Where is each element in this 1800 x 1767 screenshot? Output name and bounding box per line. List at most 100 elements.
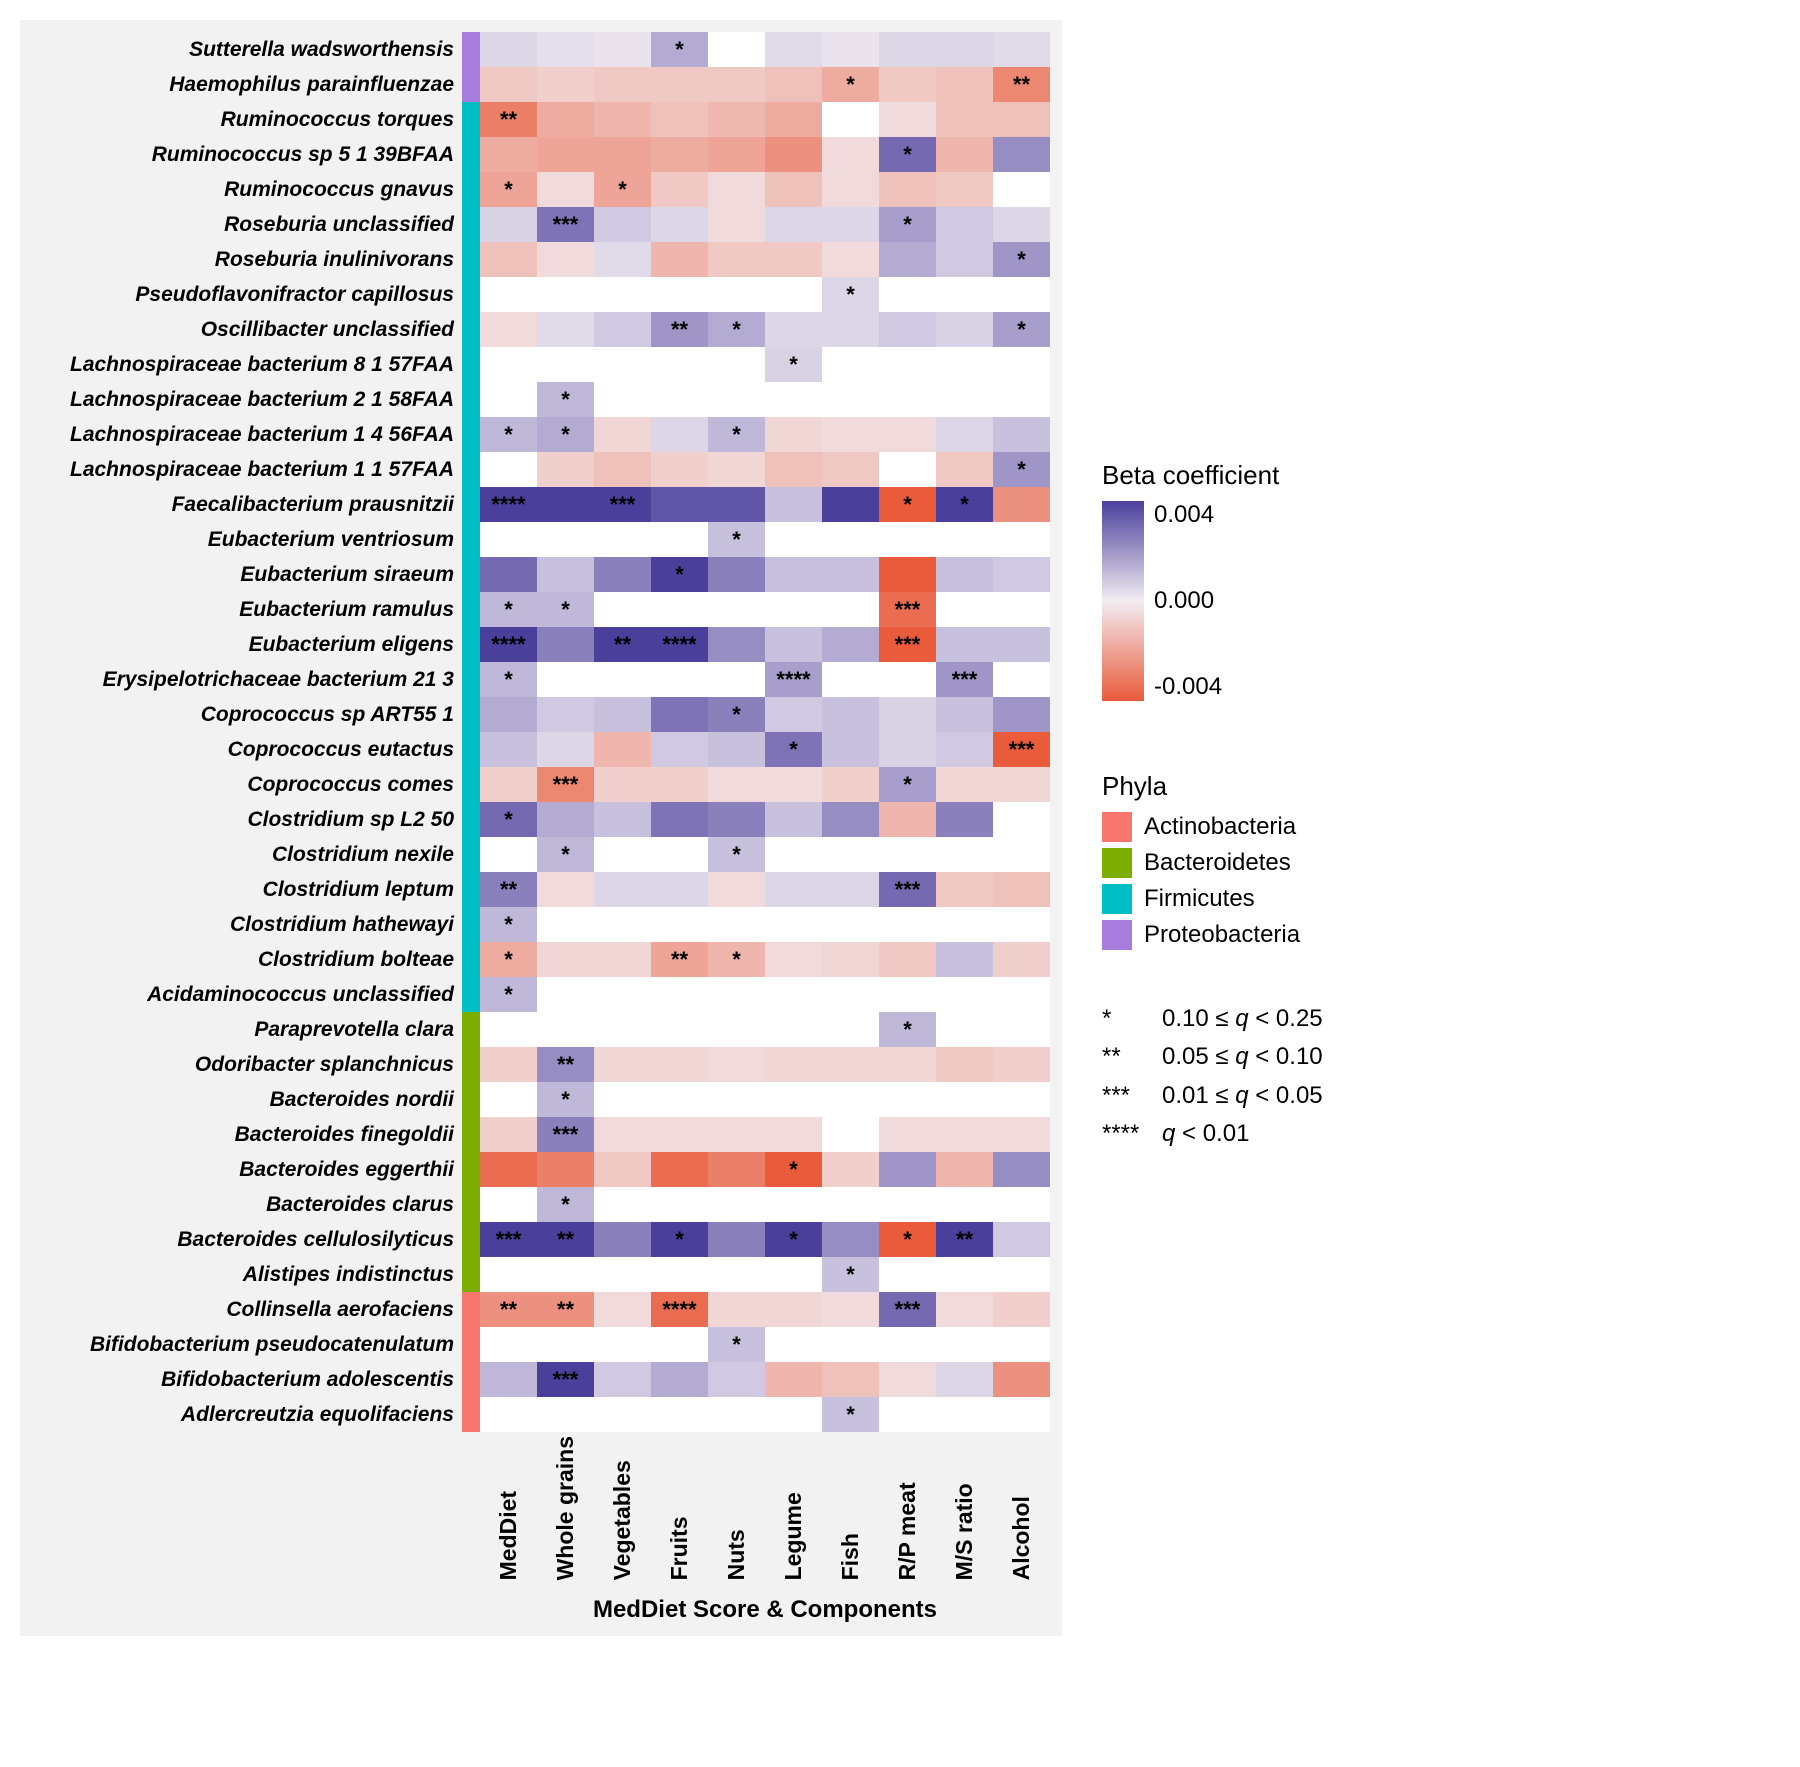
heatmap-cell	[936, 1257, 993, 1292]
heatmap-cell: *	[822, 1257, 879, 1292]
row-label: Alistipes indistinctus	[32, 1257, 462, 1292]
heatmap-cell	[765, 627, 822, 662]
heatmap-cell	[651, 872, 708, 907]
heatmap-cell	[651, 1187, 708, 1222]
row-label: Clostridium hathewayi	[32, 907, 462, 942]
heatmap-cell	[594, 662, 651, 697]
heatmap-cell	[651, 1117, 708, 1152]
heatmap-cell	[480, 837, 537, 872]
sig-stars: *	[1102, 1000, 1162, 1038]
heatmap-cell	[651, 277, 708, 312]
heatmap-cell	[480, 137, 537, 172]
phylum-bar	[462, 522, 480, 557]
column-label: Fish	[822, 1436, 879, 1586]
heatmap-cell: *	[480, 942, 537, 977]
heatmap-cell: *	[537, 837, 594, 872]
heatmap-cell	[594, 1327, 651, 1362]
heatmap-cell	[822, 802, 879, 837]
heatmap-cell	[936, 767, 993, 802]
heatmap-cell	[594, 522, 651, 557]
heatmap-cell	[879, 312, 936, 347]
phylum-bar	[462, 1292, 480, 1327]
heatmap-cell	[651, 1047, 708, 1082]
heatmap-cell: *	[879, 1222, 936, 1257]
row-label: Oscillibacter unclassified	[32, 312, 462, 347]
heatmap-cell	[879, 697, 936, 732]
heatmap-cell	[936, 1187, 993, 1222]
heatmap-cell	[708, 347, 765, 382]
heatmap-cell	[936, 1082, 993, 1117]
phylum-bar	[462, 1047, 480, 1082]
heatmap-cell	[993, 662, 1050, 697]
row-label: Coprococcus sp ART55 1	[32, 697, 462, 732]
heatmap-cell	[822, 32, 879, 67]
heatmap-cell	[594, 767, 651, 802]
heatmap-cell	[993, 172, 1050, 207]
heatmap-cell	[879, 277, 936, 312]
heatmap-cell	[936, 1397, 993, 1432]
heatmap-cell	[936, 837, 993, 872]
phylum-bar	[462, 1012, 480, 1047]
heatmap-cell	[651, 1362, 708, 1397]
heatmap-cell: *	[480, 662, 537, 697]
heatmap-cell	[936, 942, 993, 977]
heatmap-cell: **	[537, 1292, 594, 1327]
heatmap-cell	[993, 767, 1050, 802]
heatmap-cell	[879, 242, 936, 277]
phylum-bar	[462, 802, 480, 837]
heatmap-cell	[765, 207, 822, 242]
heatmap-cell	[537, 137, 594, 172]
column-label: M/S ratio	[936, 1436, 993, 1586]
heatmap-cell	[537, 942, 594, 977]
heatmap-cell	[594, 1187, 651, 1222]
phylum-bar	[462, 557, 480, 592]
heatmap-cell	[537, 242, 594, 277]
colorbar-tick-min: -0.004	[1154, 673, 1222, 701]
heatmap-cell	[480, 312, 537, 347]
row-label: Haemophilus parainfluenzae	[32, 67, 462, 102]
heatmap-cell	[651, 347, 708, 382]
heatmap-cell	[537, 1152, 594, 1187]
heatmap-cell	[993, 102, 1050, 137]
heatmap-cell	[537, 1012, 594, 1047]
heatmap-cell: *	[765, 347, 822, 382]
heatmap-cell	[936, 347, 993, 382]
heatmap-cell	[651, 522, 708, 557]
heatmap-cell	[594, 942, 651, 977]
heatmap-cell	[822, 1082, 879, 1117]
heatmap-cell	[765, 872, 822, 907]
heatmap-cell	[879, 662, 936, 697]
phyla-legend-item: Firmicutes	[1102, 884, 1432, 914]
row-label: Bacteroides nordii	[32, 1082, 462, 1117]
heatmap-cell: *	[708, 837, 765, 872]
colorbar: 0.004 0.000 -0.004	[1102, 501, 1432, 701]
heatmap-cell: **	[594, 627, 651, 662]
phylum-bar	[462, 452, 480, 487]
heatmap-cell	[594, 1012, 651, 1047]
heatmap-cell	[765, 1187, 822, 1222]
heatmap-cell: *	[480, 977, 537, 1012]
figure: Sutterella wadsworthensis*Haemophilus pa…	[20, 20, 1780, 1636]
phylum-bar	[462, 242, 480, 277]
heatmap-cell	[480, 557, 537, 592]
heatmap-cell	[651, 207, 708, 242]
heatmap-cell	[594, 1257, 651, 1292]
heatmap-cell	[651, 1082, 708, 1117]
heatmap-cell	[822, 312, 879, 347]
heatmap-cell	[936, 312, 993, 347]
heatmap-cell	[651, 137, 708, 172]
heatmap-cell	[480, 697, 537, 732]
heatmap-cell	[765, 1397, 822, 1432]
heatmap-cell: *	[537, 382, 594, 417]
heatmap-cell	[480, 1082, 537, 1117]
heatmap-cell	[537, 977, 594, 1012]
heatmap-cell	[765, 417, 822, 452]
heatmap-cell	[765, 592, 822, 627]
heatmap-cell: *	[537, 1187, 594, 1222]
phylum-bar	[462, 1327, 480, 1362]
row-label: Bifidobacterium pseudocatenulatum	[32, 1327, 462, 1362]
heatmap-cell	[594, 382, 651, 417]
heatmap-cell	[480, 1117, 537, 1152]
heatmap-cell: *	[822, 277, 879, 312]
heatmap-cell	[708, 32, 765, 67]
